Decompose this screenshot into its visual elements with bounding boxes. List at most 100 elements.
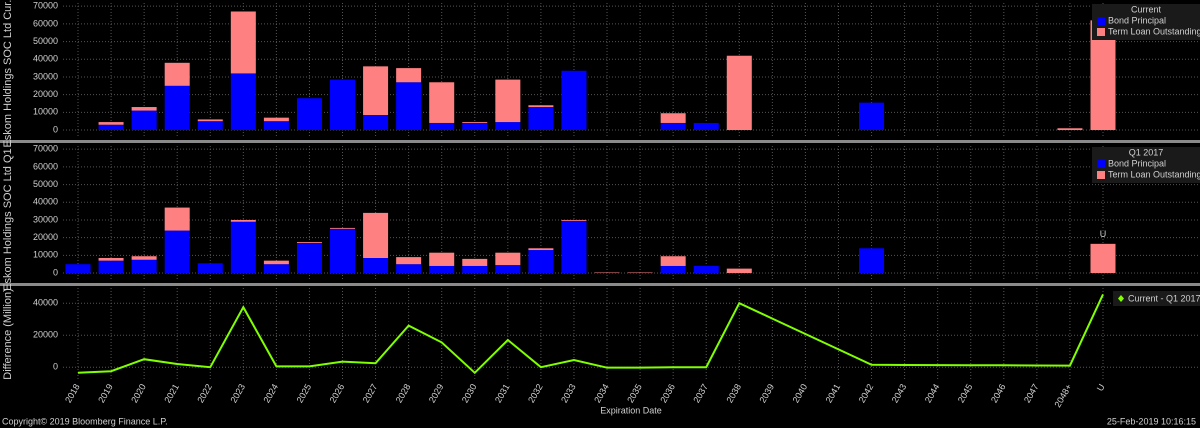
line bbox=[77, 293, 1104, 375]
bar-segment bbox=[594, 272, 620, 274]
legend-label: Bond Principal bbox=[1108, 15, 1166, 25]
y-tick-label: 30000 bbox=[33, 214, 58, 224]
y-axis-title: Eskom Holdings SOC Ltd Cur... bbox=[2, 0, 14, 148]
legend-marker bbox=[1118, 295, 1124, 302]
bar-segment bbox=[462, 265, 488, 274]
bar-segment bbox=[164, 85, 190, 131]
bar-segment bbox=[131, 259, 157, 274]
y-tick-label: 20000 bbox=[33, 330, 58, 340]
y-tick-label: 60000 bbox=[33, 18, 58, 28]
legend-box bbox=[1092, 147, 1200, 183]
bar-segment bbox=[131, 256, 157, 260]
bar-segment bbox=[296, 242, 322, 243]
bar-segment bbox=[429, 252, 455, 266]
bar-segment bbox=[462, 122, 488, 131]
bar-segment bbox=[561, 219, 587, 221]
bar-segment bbox=[197, 119, 223, 122]
y-axis-title: Difference (Million) bbox=[2, 288, 14, 380]
bar-segment bbox=[98, 124, 124, 131]
bar-segment bbox=[859, 102, 885, 131]
bar-segment bbox=[396, 257, 422, 265]
bar-segment bbox=[1090, 243, 1116, 274]
legend-box bbox=[1113, 291, 1200, 306]
bar-segment bbox=[98, 122, 124, 125]
bar-segment bbox=[396, 82, 422, 131]
legend-swatch bbox=[1097, 160, 1105, 168]
bar-segment bbox=[528, 107, 554, 131]
legend-title: Current bbox=[1131, 4, 1162, 14]
bar-segment bbox=[296, 98, 322, 131]
bar-segment bbox=[462, 258, 488, 266]
bar-segment bbox=[528, 250, 554, 274]
x-tick-label: U bbox=[1095, 382, 1107, 393]
bar-segment bbox=[660, 122, 686, 131]
legend-box bbox=[1092, 4, 1200, 40]
y-tick-label: 40000 bbox=[33, 197, 58, 207]
bar-segment bbox=[693, 265, 719, 274]
bar-segment bbox=[363, 114, 389, 131]
bar-segment bbox=[131, 107, 157, 111]
legend-swatch bbox=[1097, 171, 1105, 179]
bar-segment bbox=[330, 227, 356, 229]
bar-segment bbox=[230, 73, 256, 131]
bar-segment bbox=[197, 263, 223, 274]
bar-segment bbox=[65, 264, 91, 274]
legend-label: Current - Q1 2017 bbox=[1128, 293, 1200, 303]
y-tick-label: 20000 bbox=[33, 232, 58, 242]
bar-segment bbox=[528, 105, 554, 108]
y-tick-label: 70000 bbox=[33, 144, 58, 154]
y-tick-label: 10000 bbox=[33, 250, 58, 260]
bar-segment bbox=[263, 117, 289, 122]
bar-segment bbox=[627, 272, 653, 274]
bar-segment bbox=[561, 220, 587, 274]
y-tick-label: 60000 bbox=[33, 161, 58, 171]
y-tick-label: 30000 bbox=[33, 71, 58, 81]
timestamp: 25-Feb-2019 10:16:15 bbox=[1107, 416, 1196, 426]
legend-swatch bbox=[1097, 17, 1105, 25]
bar-segment bbox=[429, 82, 455, 123]
bar-segment bbox=[98, 260, 124, 274]
bar-segment bbox=[230, 221, 256, 274]
y-tick-label: 0 bbox=[53, 362, 58, 372]
y-axis-title: Eskom Holdings SOC Ltd Q1 ... bbox=[2, 136, 14, 291]
y-tick-label: 20000 bbox=[33, 89, 58, 99]
bar-segment bbox=[330, 79, 356, 131]
bar-segment bbox=[495, 122, 521, 131]
y-tick-label: 0 bbox=[53, 267, 58, 277]
bar-segment bbox=[296, 242, 322, 274]
panel-separator bbox=[0, 140, 1200, 143]
bar-segment bbox=[330, 228, 356, 274]
legend-label: Term Loan Outstanding bbox=[1108, 169, 1200, 179]
bar-segment bbox=[164, 230, 190, 274]
bar-segment bbox=[230, 219, 256, 222]
bar-segment bbox=[429, 265, 455, 274]
bar-segment bbox=[197, 121, 223, 131]
bar-segment bbox=[1057, 128, 1083, 131]
bar-segment bbox=[693, 122, 719, 131]
bar-segment bbox=[230, 11, 256, 74]
bar-segment bbox=[396, 68, 422, 83]
copyright: Copyright© 2019 Bloomberg Finance L.P. bbox=[2, 416, 168, 426]
bar-segment bbox=[263, 260, 289, 265]
legend-title: Q1 2017 bbox=[1129, 147, 1164, 157]
bar-annotation: U bbox=[1100, 229, 1107, 239]
y-tick-label: 70000 bbox=[33, 1, 58, 11]
legend-label: Bond Principal bbox=[1108, 158, 1166, 168]
bar-segment bbox=[859, 248, 885, 274]
y-tick-label: 50000 bbox=[33, 36, 58, 46]
bar-segment bbox=[164, 207, 190, 231]
bar-segment bbox=[363, 212, 389, 258]
bar-segment bbox=[495, 79, 521, 123]
bar-segment bbox=[263, 264, 289, 274]
bar-segment bbox=[98, 257, 124, 261]
bar-segment bbox=[660, 256, 686, 266]
y-tick-label: 40000 bbox=[33, 298, 58, 308]
bar-segment bbox=[164, 62, 190, 86]
bar-segment bbox=[660, 113, 686, 123]
y-tick-label: 0 bbox=[53, 124, 58, 134]
bar-segment bbox=[462, 122, 488, 123]
bar-segment bbox=[396, 264, 422, 274]
bar-segment bbox=[726, 268, 752, 274]
